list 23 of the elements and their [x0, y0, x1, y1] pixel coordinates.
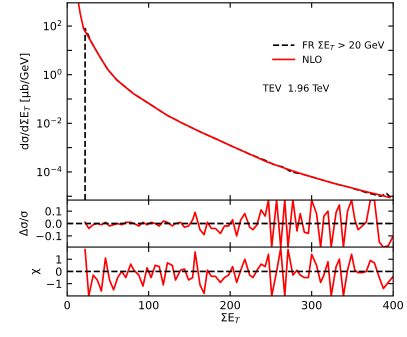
y-tick-label: 10$^{−2}$	[37, 117, 62, 128]
y-tick-label: 10$^{−4}$	[37, 166, 62, 176]
line-series	[78, 2, 391, 198]
x-tick-label: 200	[220, 300, 240, 310]
y-axis-title: χ	[32, 268, 40, 274]
x-tick-label: 300	[302, 300, 322, 310]
y-axis-title: dσ/dΣE$_{T}$ [μb/GeV]	[20, 54, 31, 150]
y-tick-label: 0	[56, 267, 62, 276]
x-tick-label: 400	[383, 300, 404, 310]
x-axis-title: ΣE$_{T}$	[222, 313, 240, 324]
y-tick-label: 0.1	[45, 207, 62, 216]
y-tick-label: 10$^{0}$	[44, 68, 62, 79]
y-tick-label: 0.0	[45, 219, 62, 228]
y-axis-title: Δσ/σ	[19, 211, 28, 236]
x-tick-label: 100	[139, 300, 159, 310]
y-tick-label: −0.1	[36, 232, 62, 240]
x-tick-label: 0	[64, 300, 70, 310]
legend-label: NLO	[303, 56, 322, 63]
annotation: TEV 1.96 TeV	[262, 84, 330, 92]
legend-label: FR ΣE$_{T}$ > 20 GeV	[303, 41, 384, 50]
y-tick-label: 10$^{2}$	[44, 20, 62, 30]
y-tick-label: 1	[56, 255, 62, 264]
y-tick-label: −1	[47, 280, 62, 288]
